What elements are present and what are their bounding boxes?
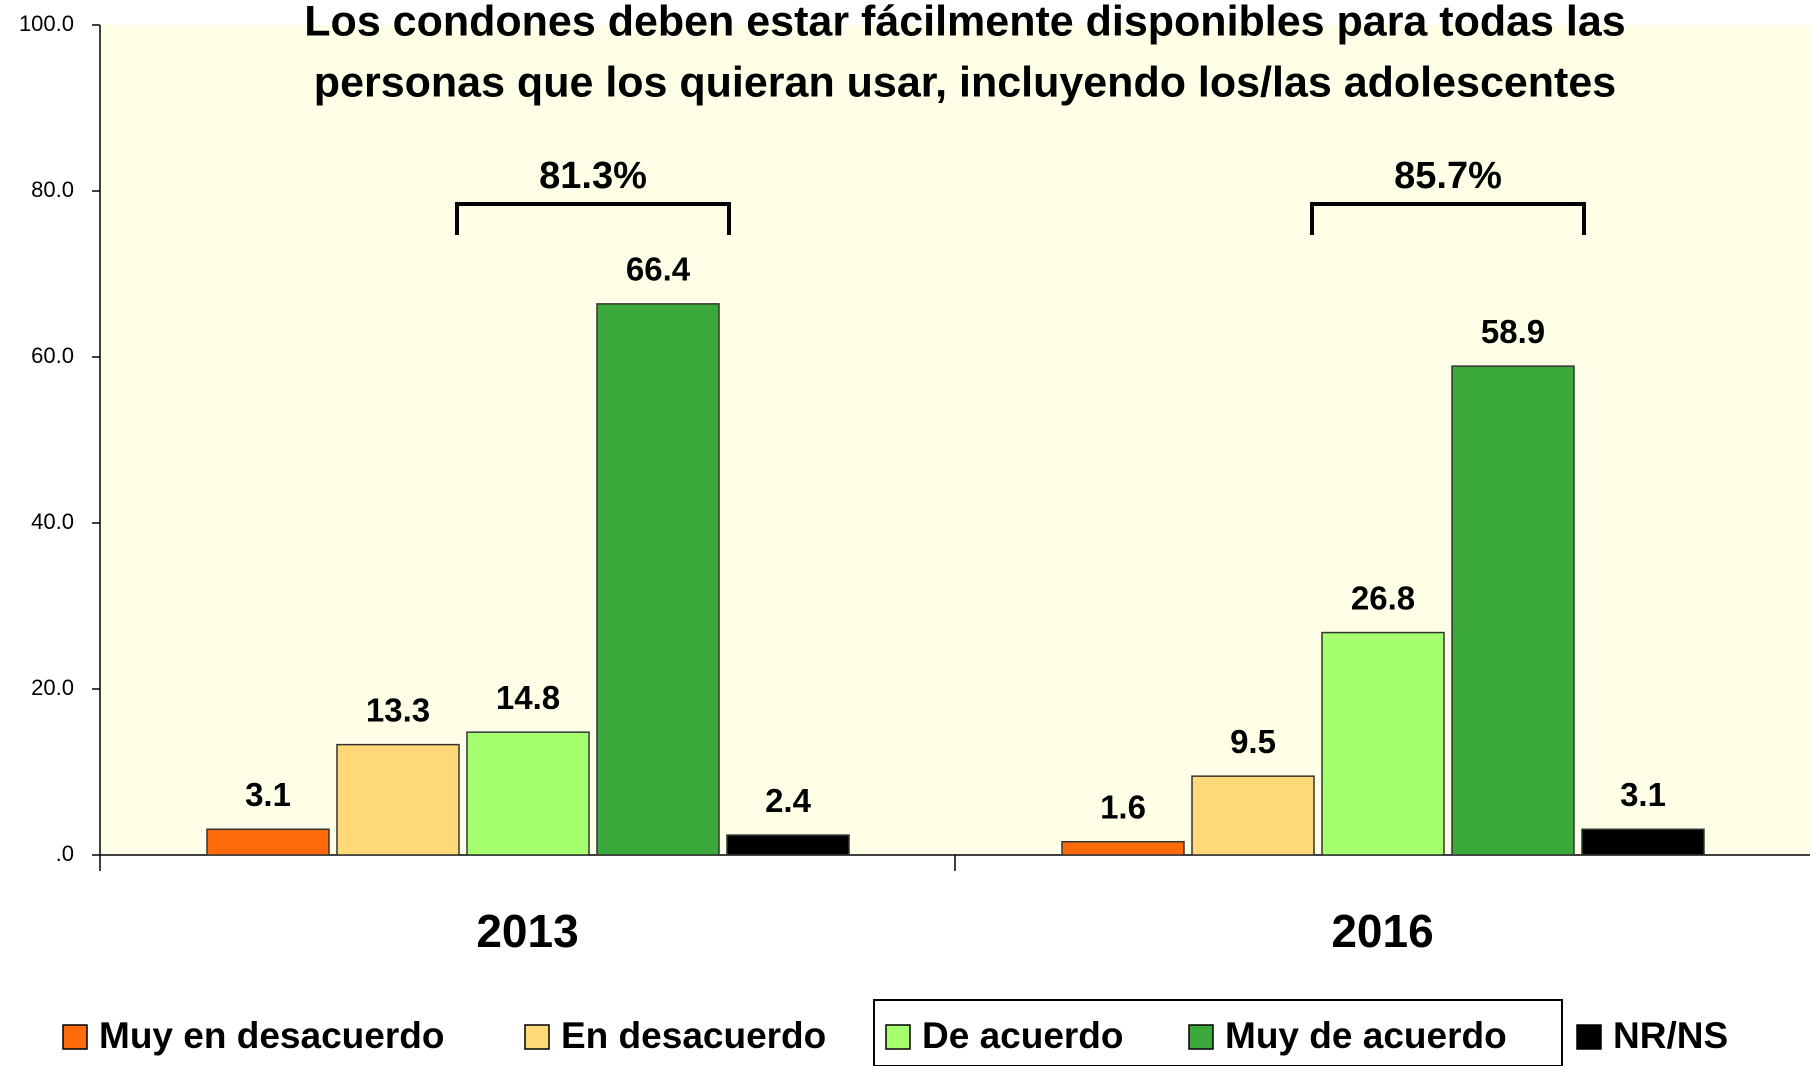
bar xyxy=(466,731,590,856)
legend-swatch xyxy=(62,1024,88,1050)
legend-swatch xyxy=(885,1024,911,1050)
legend-label: Muy en desacuerdo xyxy=(99,1015,444,1056)
chart-title: Los condones deben estar fácilmente disp… xyxy=(304,0,1625,45)
data-label: 9.5 xyxy=(1230,723,1276,760)
bar xyxy=(1061,840,1185,856)
data-label: 13.3 xyxy=(366,691,430,728)
bar xyxy=(1581,828,1705,856)
annotation: 85.7% xyxy=(1394,155,1502,197)
legend-label: Muy de acuerdo xyxy=(1225,1015,1507,1056)
data-label: 3.1 xyxy=(1620,776,1666,813)
data-label: 26.8 xyxy=(1351,579,1415,616)
legend-swatch xyxy=(1576,1024,1602,1050)
legend-box xyxy=(873,999,1563,1066)
legend-swatch xyxy=(1188,1024,1214,1050)
bar xyxy=(1191,775,1315,856)
y-tick-label: .0 xyxy=(56,841,74,866)
data-label: 3.1 xyxy=(245,776,291,813)
bracket xyxy=(455,202,731,235)
legend-label: En desacuerdo xyxy=(561,1015,826,1056)
chart-title: personas que los quieran usar, incluyend… xyxy=(314,58,1616,106)
data-label: 66.4 xyxy=(626,251,691,288)
legend-swatch xyxy=(524,1024,550,1050)
bar xyxy=(1451,365,1575,856)
bar xyxy=(206,828,330,856)
y-tick-label: 60.0 xyxy=(31,343,74,368)
bar xyxy=(336,743,460,856)
bar xyxy=(726,834,850,856)
y-tick-label: 100.0 xyxy=(19,11,74,36)
y-tick-label: 40.0 xyxy=(31,509,74,534)
y-tick-label: 80.0 xyxy=(31,177,74,202)
bar xyxy=(1321,631,1445,856)
annotation: 81.3% xyxy=(539,155,647,197)
data-label: 58.9 xyxy=(1481,313,1545,350)
bar xyxy=(596,303,720,856)
y-tick-label: 20.0 xyxy=(31,675,74,700)
x-tick-label: 2013 xyxy=(476,905,578,957)
legend-label: NR/NS xyxy=(1613,1015,1728,1056)
bracket xyxy=(1310,202,1586,235)
data-label: 14.8 xyxy=(496,679,560,716)
x-tick-label: 2016 xyxy=(1331,905,1433,957)
legend-label: De acuerdo xyxy=(922,1015,1124,1056)
data-label: 2.4 xyxy=(765,782,812,819)
data-label: 1.6 xyxy=(1100,788,1146,825)
